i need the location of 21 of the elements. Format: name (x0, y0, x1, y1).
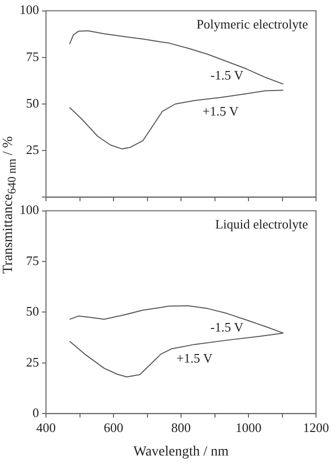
y-tick-label: 50 (26, 95, 39, 110)
y-tick-label: 0 (32, 404, 39, 420)
x-tick-label: 600 (104, 419, 124, 434)
x-tick-label: 1000 (236, 419, 262, 434)
y-tick-label: 50 (26, 303, 39, 318)
series-label: +1.5 V (176, 350, 214, 365)
text: Polymeric electrolyte (196, 16, 308, 32)
series-label: -1.5 V (210, 318, 244, 334)
y-tick-label: 75 (26, 48, 39, 64)
series-label: -1.5 V (210, 67, 244, 82)
y-tick-label: 25 (26, 354, 39, 369)
x-tick-label: 400 (36, 419, 56, 434)
y-tick-label: 100 (20, 202, 39, 217)
y-tick-label: 75 (26, 252, 39, 268)
y-tick-label: 25 (26, 142, 39, 158)
x-tick-label: 1200 (303, 419, 329, 434)
text: Liquid electrolyte (215, 216, 308, 232)
x-axis-title: Wavelength / nm (133, 444, 229, 459)
x-tick-label: 800 (171, 419, 191, 434)
series-label: +1.5 V (202, 103, 240, 118)
y-tick-label: 100 (20, 2, 39, 18)
